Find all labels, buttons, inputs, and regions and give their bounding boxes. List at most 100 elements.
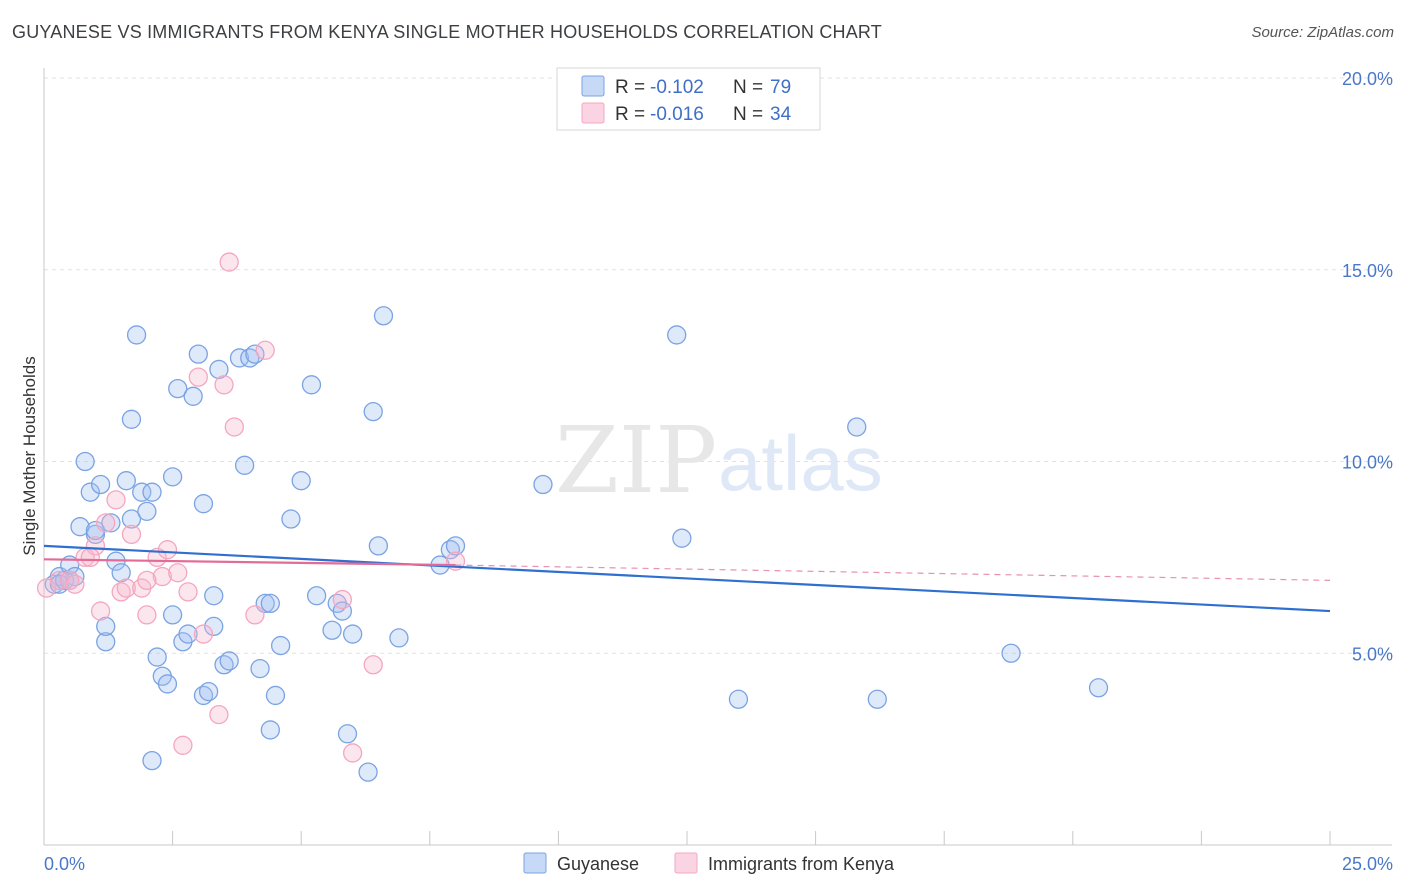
guyanese-point-19: [132, 482, 152, 502]
guyanese-point-37: [209, 359, 229, 380]
series-legend: Guyanese Immigrants from Kenya: [523, 852, 895, 874]
trend-line-kenya: [43, 558, 456, 567]
guyanese-point-22: [147, 647, 167, 667]
watermark-atlas: atlas: [718, 419, 883, 507]
guyanese-point-15: [116, 471, 136, 491]
guyanese-point-75: [142, 750, 162, 771]
guyanese-point-74: [1088, 678, 1109, 698]
kenya-point-5: [85, 536, 106, 556]
kenya-point-10: [116, 578, 136, 598]
legend-n-value-0: 79: [770, 77, 791, 98]
guyanese-point-56: [332, 601, 353, 621]
source-label: Source: ZipAtlas.com: [1251, 24, 1394, 41]
guyanese-point-31: [188, 344, 208, 364]
legend-r-label-1: R =: [615, 104, 645, 125]
guyanese-point-71: [847, 417, 867, 437]
guyanese-point-53: [306, 586, 327, 606]
y-tick-label-1: 10.0%: [1342, 453, 1393, 473]
series-legend-swatch-guyanese: [523, 852, 547, 874]
guyanese-point-20: [137, 501, 157, 522]
guyanese-point-50: [281, 509, 301, 529]
kenya-point-24: [219, 252, 239, 272]
guyanese-point-24: [157, 674, 178, 694]
legend-swatch-guyanese: [581, 75, 605, 97]
guyanese-point-46: [260, 593, 280, 614]
guyanese-point-30: [183, 386, 203, 406]
guyanese-point-60: [363, 401, 383, 422]
guyanese-point-21: [142, 482, 162, 502]
legend-n-label-1: N =: [733, 104, 763, 125]
guyanese-point-58: [342, 624, 363, 644]
guyanese-point-49: [270, 635, 291, 656]
guyanese-point-63: [389, 628, 409, 648]
axes: [43, 68, 1392, 846]
guyanese-point-40: [229, 348, 250, 368]
guyanese-point-68: [667, 325, 687, 345]
kenya-point-13: [137, 605, 157, 625]
guyanese-point-33: [193, 494, 214, 514]
kenya-point-22: [209, 704, 229, 725]
guyanese-point-9: [90, 474, 111, 495]
y-tick-label-0: 5.0%: [1352, 644, 1393, 664]
watermark: ZIP atlas: [555, 407, 883, 514]
kenya-point-18: [173, 735, 193, 755]
kenya-point-32: [80, 547, 100, 568]
trend-lines: [43, 544, 1331, 613]
guyanese-point-16: [121, 509, 142, 529]
chart-title: GUYANESE VS IMMIGRANTS FROM KENYA SINGLE…: [12, 22, 882, 42]
y-tick-labels: 5.0% 10.0% 15.0% 20.0%: [1342, 69, 1393, 664]
kenya-point-29: [342, 743, 363, 763]
guyanese-point-62: [373, 306, 394, 326]
guyanese-point-47: [260, 720, 280, 740]
kenya-point-26: [245, 605, 265, 625]
guyanese-point-67: [533, 474, 553, 495]
guyanese-point-34: [198, 681, 219, 702]
trend-line-guyanese: [43, 544, 1331, 613]
series-legend-swatch-kenya: [674, 852, 698, 874]
kenya-point-25: [224, 417, 244, 437]
guyanese-point-41: [234, 455, 255, 475]
legend-swatch-kenya: [581, 102, 605, 124]
guyanese-point-29: [178, 624, 198, 644]
legend-n-label-0: N =: [733, 77, 763, 98]
guyanese-point-59: [358, 762, 378, 782]
kenya-point-19: [178, 582, 198, 602]
guyanese-point-69: [672, 528, 692, 548]
guyanese-point-57: [337, 724, 358, 744]
guyanese-point-52: [301, 375, 322, 395]
guyanese-point-11: [96, 616, 116, 637]
kenya-point-8: [106, 490, 126, 510]
kenya-point-11: [121, 524, 142, 545]
y-tick-label-2: 15.0%: [1342, 261, 1393, 281]
kenya-point-30: [363, 655, 383, 675]
guyanese-point-25: [162, 605, 183, 625]
guyanese-point-44: [250, 658, 270, 679]
kenya-point-17: [168, 563, 188, 583]
series-legend-label-guyanese: Guyanese: [557, 854, 639, 874]
guyanese-point-51: [291, 471, 311, 491]
stats-legend: R = -0.102 N = 79 R = -0.016 N = 34: [556, 67, 821, 131]
kenya-point-20: [188, 367, 208, 387]
x-tick-label-0: 0.0%: [44, 854, 85, 874]
guyanese-point-14: [111, 563, 131, 583]
kenya-point-3: [65, 574, 85, 594]
kenya-point-23: [214, 375, 234, 395]
kenya-point-33: [137, 570, 157, 591]
guyanese-point-54: [322, 620, 342, 640]
kenya-point-1: [49, 570, 70, 591]
guyanese-point-26: [162, 467, 183, 487]
series-legend-label-kenya: Immigrants from Kenya: [708, 854, 895, 874]
guyanese-point-66: [445, 536, 466, 556]
guyanese-point-17: [121, 409, 142, 429]
guyanese-point-78: [85, 520, 106, 541]
x-tick-label-1: 25.0%: [1342, 854, 1393, 874]
guyanese-point-43: [245, 344, 265, 364]
kenya-point-27: [255, 340, 275, 360]
kenya-point-28: [332, 589, 353, 610]
guyanese-point-36: [204, 616, 224, 637]
kenya-point-15: [152, 566, 172, 587]
watermark-zip: ZIP: [555, 407, 717, 514]
guyanese-point-73: [1001, 643, 1021, 663]
legend-r-label-0: R =: [615, 77, 645, 98]
